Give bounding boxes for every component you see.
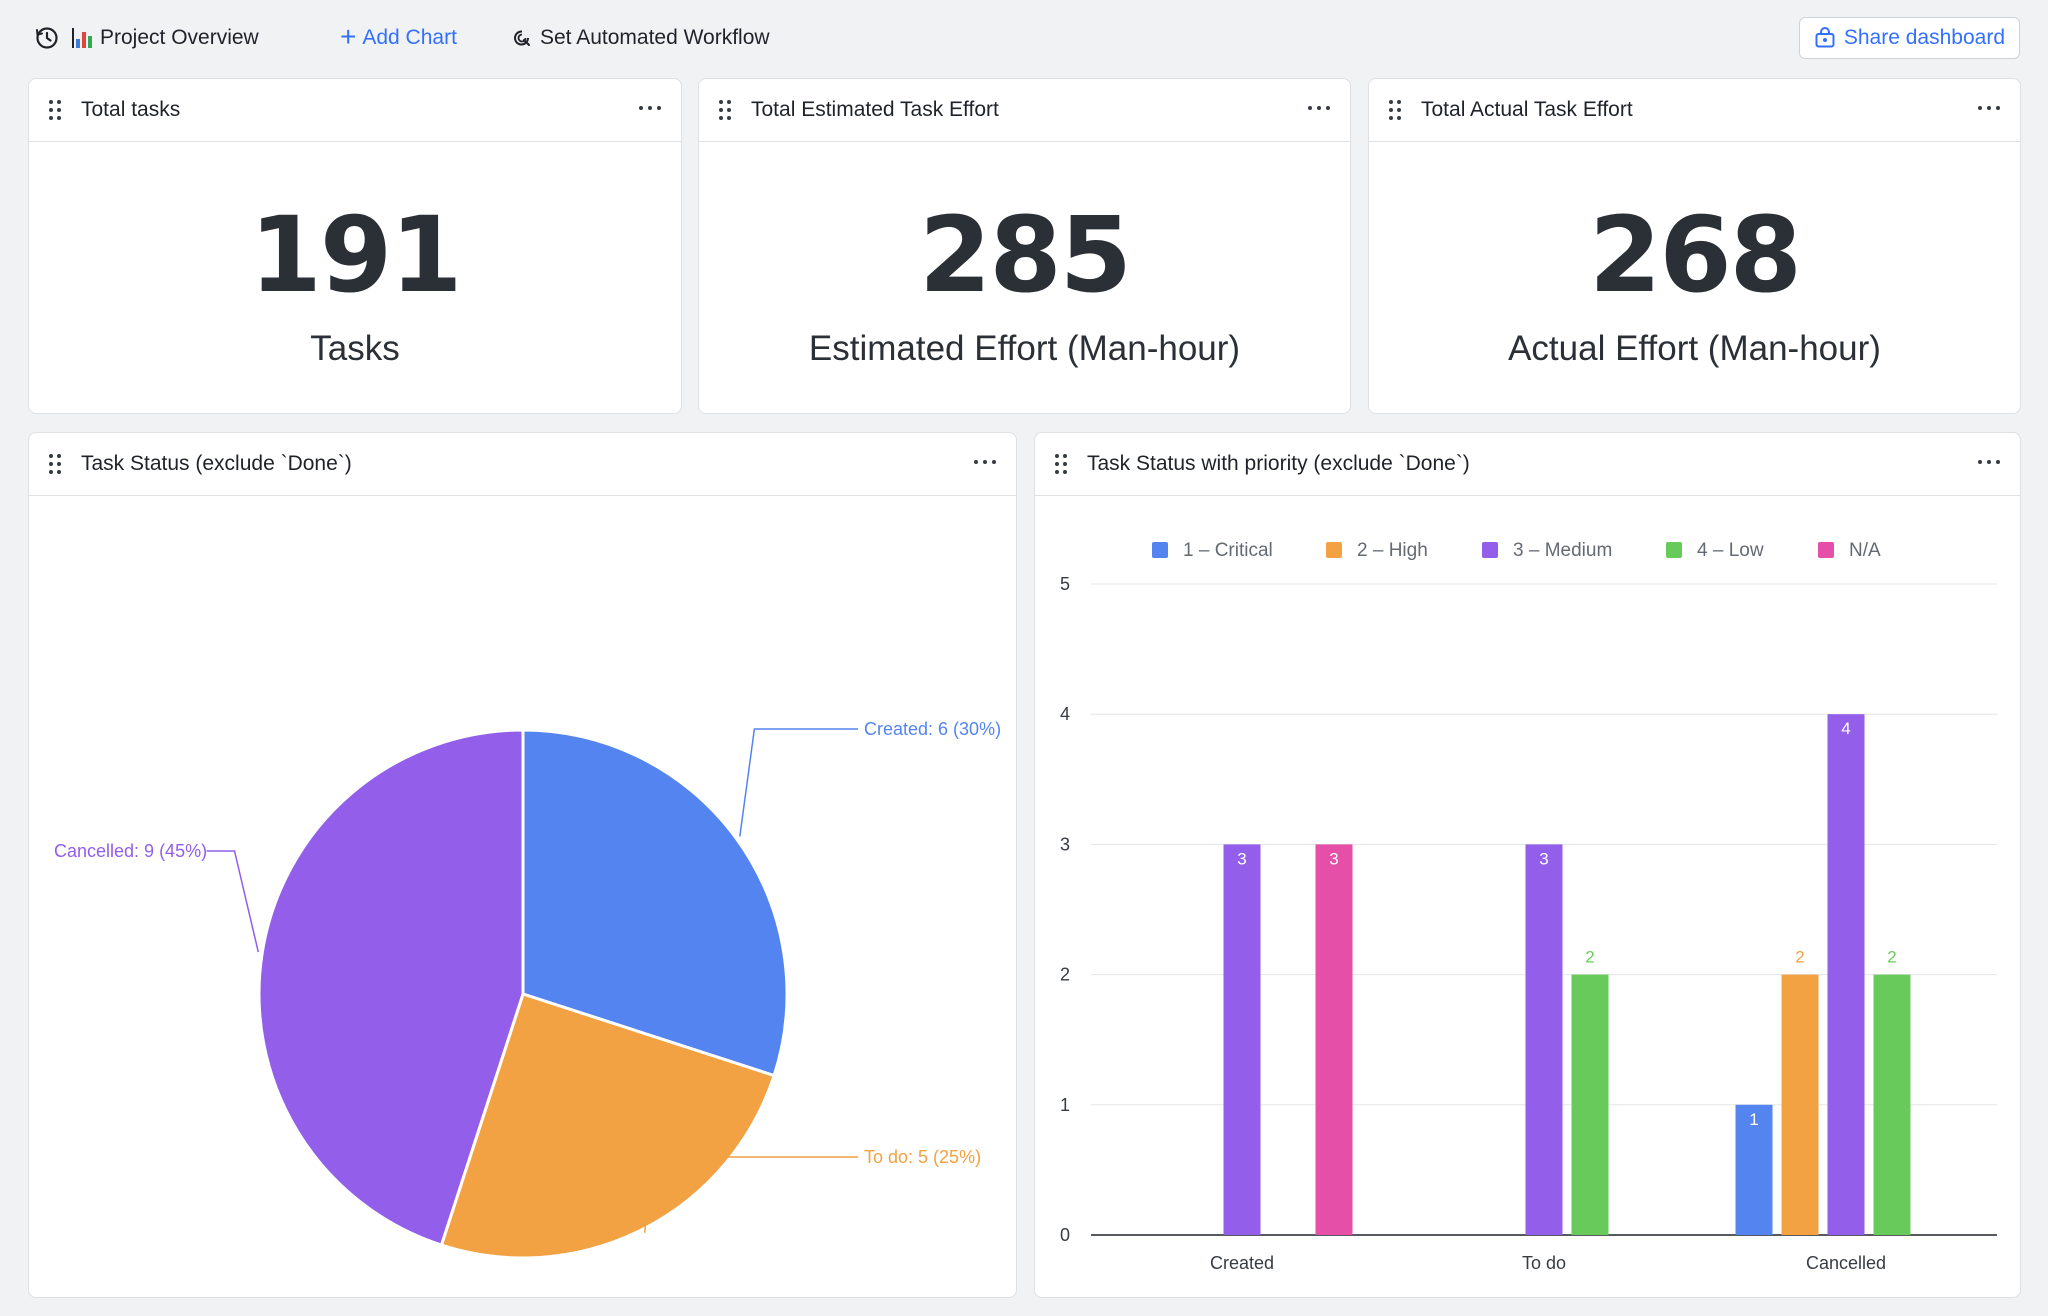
pie-slice-created[interactable] [521, 728, 789, 1078]
more-options-icon[interactable] [974, 460, 996, 464]
pie-slice-label: Created: 6 (30%) [864, 719, 1001, 739]
metric-value: 268 [1588, 194, 1802, 316]
metric-card-actual-effort: Total Actual Task Effort 268 Actual Effo… [1368, 78, 2021, 414]
dashboard-title-text: Project Overview [100, 26, 259, 49]
add-chart-label: Add Chart [362, 26, 457, 49]
pie-slice-label: To do: 5 (25%) [864, 1147, 981, 1167]
legend-swatch [1818, 542, 1834, 558]
card-header: Task Status with priority (exclude `Done… [1035, 433, 2020, 496]
legend-label: 3 – Medium [1513, 540, 1612, 561]
metric-card-total-tasks: Total tasks 191 Tasks [28, 78, 682, 414]
bar-chart: 1 – Critical 2 – High 3 – Medium 4 – Low N/A… [1060, 540, 1997, 1273]
bar-to-do-4[interactable] [1571, 974, 1609, 1235]
legend-item[interactable]: 4 – Low [1666, 540, 1764, 561]
bar-cancelled-2[interactable] [1781, 974, 1819, 1235]
legend-label: 2 – High [1357, 540, 1428, 561]
plus-icon: + [340, 20, 357, 52]
bar-created-5[interactable] [1315, 844, 1353, 1235]
drag-handle-icon[interactable] [719, 100, 731, 120]
bar-data-label: 1 [1749, 1110, 1758, 1129]
dashboard-title[interactable]: Project Overview [72, 22, 259, 54]
drag-handle-icon[interactable] [49, 100, 61, 120]
legend-swatch [1666, 542, 1682, 558]
workflow-icon [514, 30, 530, 46]
more-options-icon[interactable] [639, 106, 661, 110]
y-tick-label: 2 [1060, 965, 1070, 985]
pie-leader-line [739, 728, 858, 837]
y-tick-label: 1 [1060, 1095, 1070, 1115]
pie-slice-label: Cancelled: 9 (45%) [54, 841, 207, 861]
bar-to-do-3[interactable] [1525, 844, 1563, 1235]
card-header: Total Estimated Task Effort [699, 79, 1350, 142]
bar-chart-card: Task Status with priority (exclude `Done… [1034, 432, 2021, 1298]
bar-data-label: 2 [1887, 948, 1896, 967]
share-dashboard-label: Share dashboard [1843, 26, 2005, 49]
pie-leader-line [206, 850, 260, 953]
bar-data-label: 3 [1329, 849, 1338, 868]
pie-leader-line [643, 1156, 858, 1233]
bar-data-label: 3 [1237, 849, 1246, 868]
card-title: Total tasks [81, 98, 181, 121]
share-dashboard-button[interactable]: Share dashboard [1798, 17, 2020, 59]
drag-handle-icon[interactable] [1055, 454, 1067, 474]
dashboard-toolbar: Project Overview + Add Chart Set Automat… [0, 0, 2048, 76]
bar-data-label: 3 [1539, 849, 1548, 868]
x-tick-label: Created [1210, 1253, 1274, 1273]
bar-cancelled-3[interactable] [1827, 714, 1865, 1235]
y-tick-label: 4 [1060, 704, 1070, 724]
legend-label: N/A [1849, 540, 1881, 561]
bar-data-label: 2 [1585, 948, 1594, 967]
history-icon[interactable] [34, 25, 60, 51]
legend-swatch [1326, 542, 1342, 558]
metric-label: Estimated Effort (Man-hour) [808, 329, 1241, 368]
workflow-label: Set Automated Workflow [540, 26, 770, 49]
bar-chart-emoji-icon [72, 28, 93, 48]
metric-value: 285 [918, 194, 1132, 316]
legend-item[interactable]: 1 – Critical [1152, 540, 1273, 561]
card-header: Task Status (exclude `Done`) [29, 433, 1016, 496]
card-header: Total tasks [29, 79, 681, 142]
y-tick-label: 3 [1060, 834, 1070, 854]
drag-handle-icon[interactable] [1389, 100, 1401, 120]
card-title: Total Estimated Task Effort [751, 98, 999, 121]
more-options-icon[interactable] [1308, 106, 1330, 110]
metric-value: 191 [249, 194, 462, 316]
bar-created-3[interactable] [1223, 844, 1261, 1235]
card-header: Total Actual Task Effort [1369, 79, 2020, 142]
add-chart-button[interactable]: + Add Chart [340, 22, 457, 54]
more-options-icon[interactable] [1978, 106, 2000, 110]
legend-swatch [1152, 542, 1168, 558]
share-lock-icon [1815, 27, 1835, 48]
y-tick-label: 5 [1060, 574, 1070, 594]
legend-item[interactable]: 3 – Medium [1482, 540, 1612, 561]
bar-cancelled-4[interactable] [1873, 974, 1911, 1235]
metric-label: Tasks [310, 329, 400, 368]
legend-label: 4 – Low [1697, 540, 1764, 561]
pie-slice-cancelled[interactable] [257, 728, 525, 1247]
bar-data-label: 2 [1795, 948, 1804, 967]
set-automated-workflow-button[interactable]: Set Automated Workflow [512, 22, 770, 54]
y-tick-label: 0 [1060, 1225, 1070, 1245]
card-title: Task Status (exclude `Done`) [81, 452, 352, 475]
pie-chart: Created: 6 (30%) To do: 5 (25%) Cancelled:… [54, 719, 1001, 1260]
pie-slice-to-do[interactable] [439, 992, 776, 1260]
card-title: Task Status with priority (exclude `Done… [1087, 452, 1470, 475]
drag-handle-icon[interactable] [49, 454, 61, 474]
pie-chart-card: Task Status (exclude `Done`) Created: 6 … [28, 432, 1017, 1298]
legend-label: 1 – Critical [1183, 540, 1273, 561]
legend-item[interactable]: N/A [1818, 540, 1881, 561]
card-title: Total Actual Task Effort [1421, 98, 1633, 121]
bar-cancelled-1[interactable] [1735, 1104, 1773, 1235]
more-options-icon[interactable] [1978, 460, 2000, 464]
legend-swatch [1482, 542, 1498, 558]
metric-label: Actual Effort (Man-hour) [1508, 329, 1881, 368]
bar-data-label: 4 [1841, 719, 1850, 738]
legend-item[interactable]: 2 – High [1326, 540, 1428, 561]
metric-card-estimated-effort: Total Estimated Task Effort 285 Estimate… [698, 78, 1351, 414]
x-tick-label: To do [1522, 1253, 1566, 1273]
x-tick-label: Cancelled [1806, 1253, 1886, 1273]
